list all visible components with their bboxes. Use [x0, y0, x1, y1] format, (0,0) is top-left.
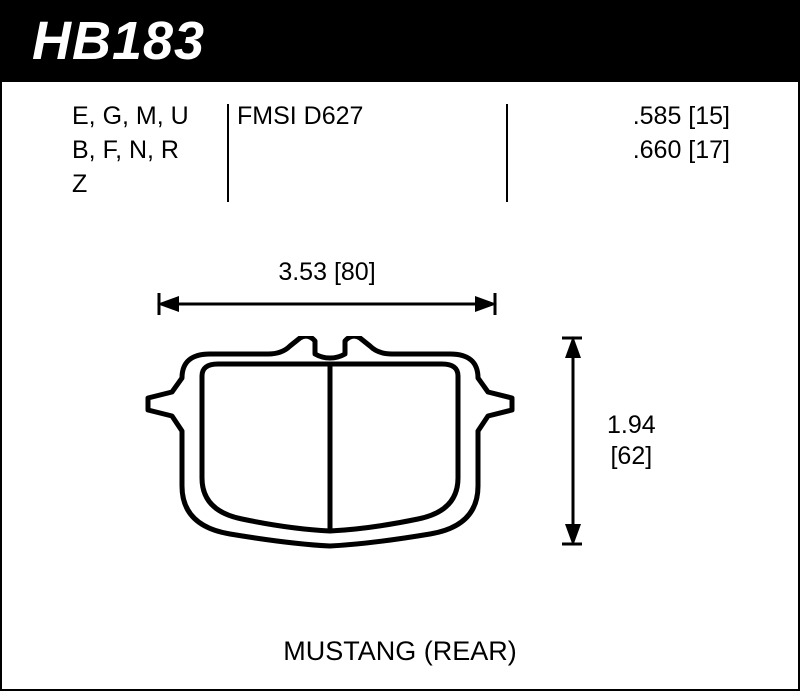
part-number-title: HB183: [32, 10, 768, 72]
spec-frame: E, G, M, U B, F, N, R Z FMSI D627 .585 […: [0, 82, 800, 691]
diagram-area: 3.53 [80]: [2, 258, 798, 638]
info-row: E, G, M, U B, F, N, R Z FMSI D627 .585 […: [2, 82, 798, 201]
thickness-line-1: .585 [15]: [497, 100, 730, 134]
height-dimension: 1.94 [62]: [562, 336, 742, 546]
compounds-column: E, G, M, U B, F, N, R Z: [72, 100, 237, 201]
height-imperial: 1.94: [607, 410, 656, 441]
brake-pad-outline: [140, 336, 520, 566]
width-arrow: [157, 293, 497, 313]
thickness-line-2: .660 [17]: [497, 134, 730, 168]
separator-1: [227, 104, 229, 202]
compounds-text: E, G, M, U B, F, N, R Z: [72, 100, 237, 201]
height-dim-label: 1.94 [62]: [607, 410, 656, 473]
width-arrow-svg: [157, 293, 497, 315]
width-dimension: 3.53 [80]: [157, 258, 497, 313]
height-metric: [62]: [607, 441, 656, 472]
header-bar: HB183: [0, 0, 800, 82]
width-metric: [80]: [334, 258, 376, 286]
thickness-column: .585 [15] .660 [17]: [497, 100, 768, 201]
height-arrow-svg: [562, 336, 582, 546]
fmsi-column: FMSI D627: [237, 100, 497, 201]
separator-2: [506, 104, 508, 202]
fmsi-text: FMSI D627: [237, 100, 497, 134]
width-dim-label: 3.53 [80]: [157, 258, 497, 287]
width-imperial: 3.53: [278, 258, 327, 286]
pad-caption: MUSTANG (REAR): [2, 636, 798, 667]
